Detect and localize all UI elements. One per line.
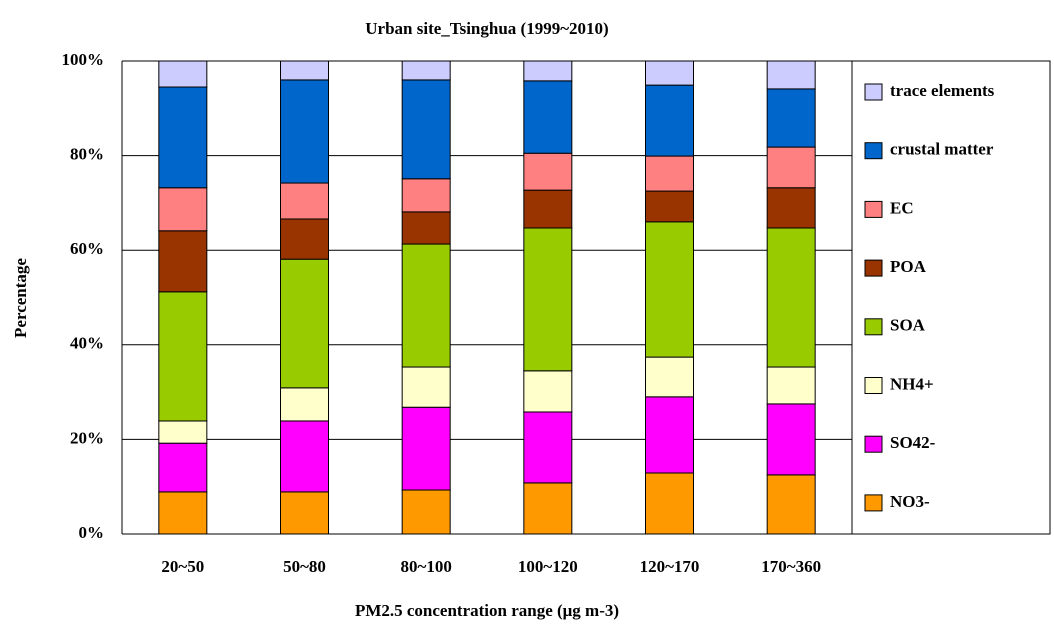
bar-segment	[766, 187, 816, 229]
legend-swatch	[864, 142, 883, 160]
bar-segment	[766, 88, 816, 148]
bar-segment	[645, 356, 694, 398]
bar-segment	[401, 79, 451, 180]
legend-box	[851, 60, 1051, 535]
bar-segment	[280, 182, 329, 220]
bar-segment	[401, 211, 451, 245]
bar-segment	[401, 406, 451, 491]
bar-segment	[645, 190, 694, 223]
legend-swatch	[864, 377, 883, 394]
bar-segment	[645, 155, 694, 192]
bar-segment	[523, 189, 573, 229]
x-tick-label: 20~50	[161, 557, 204, 576]
bar-segment	[523, 152, 573, 191]
legend-swatch	[864, 494, 883, 512]
bar-segment	[645, 84, 694, 157]
legend-swatch	[864, 259, 883, 277]
bar-segment	[158, 291, 208, 422]
y-tick-label: 20%	[70, 428, 104, 447]
bar-segment	[523, 227, 573, 372]
legend-label: POA	[890, 257, 927, 276]
chart-title: Urban site_Tsinghua (1999~2010)	[365, 19, 608, 38]
legend-label: NH4+	[890, 374, 934, 393]
bar-segment	[401, 60, 451, 81]
bar-segment	[401, 366, 451, 408]
bar-segment	[766, 227, 816, 368]
x-axis-title: PM2.5 concentration range (μg m-3)	[355, 601, 619, 620]
x-tick-label: 50~80	[283, 557, 326, 576]
bar-segment	[280, 387, 329, 422]
bar-segment	[280, 420, 329, 493]
bar-segment	[766, 366, 816, 405]
legend-swatch	[864, 83, 883, 101]
bar-segment	[523, 482, 573, 535]
legend-label: SOA	[890, 316, 926, 335]
y-tick-label: 80%	[70, 145, 104, 164]
legend-swatch	[864, 435, 883, 453]
x-tick-label: 80~100	[400, 557, 451, 576]
bar-segment	[523, 80, 573, 154]
bar-segment	[766, 474, 816, 535]
y-tick-label: 60%	[70, 239, 104, 258]
bar-segment	[158, 187, 208, 232]
legend-label: trace elements	[890, 81, 995, 100]
bar-segment	[401, 178, 451, 213]
bar-segment	[645, 472, 694, 535]
bar-segment	[158, 86, 208, 189]
bar-segment	[280, 218, 329, 260]
y-tick-label: 0%	[79, 523, 105, 542]
bar-segment	[766, 60, 816, 90]
y-tick-label: 40%	[70, 334, 104, 353]
legend-label: crustal matter	[890, 140, 994, 159]
legend-swatch	[864, 200, 883, 218]
legend-label: SO42-	[890, 433, 936, 452]
bar-segment	[158, 491, 208, 535]
bar-segment	[401, 489, 451, 535]
bar-segment	[280, 258, 329, 389]
bar-segment	[158, 230, 208, 293]
bar-segment	[158, 60, 208, 88]
bar-segment	[523, 411, 573, 484]
bar-segment	[158, 420, 208, 444]
y-tick-label: 100%	[62, 50, 105, 69]
bar-segment	[280, 491, 329, 535]
x-tick-label: 100~120	[518, 557, 578, 576]
bar-segment	[766, 403, 816, 476]
bar-segment	[645, 396, 694, 474]
bar-segment	[280, 60, 329, 81]
x-tick-label: 170~360	[761, 557, 821, 576]
bar-segment	[766, 146, 816, 189]
bar-segment	[645, 60, 694, 86]
bar-segment	[401, 243, 451, 368]
bar-segment	[158, 442, 208, 493]
bar-segment	[280, 79, 329, 184]
bar-segment	[523, 60, 573, 82]
bar-segment	[645, 221, 694, 358]
bar-segment	[523, 370, 573, 413]
y-axis-title: Percentage	[11, 258, 30, 338]
legend-label: EC	[890, 198, 914, 217]
legend-label: NO3-	[890, 492, 930, 511]
x-tick-label: 120~170	[640, 557, 700, 576]
legend-swatch	[864, 318, 883, 336]
